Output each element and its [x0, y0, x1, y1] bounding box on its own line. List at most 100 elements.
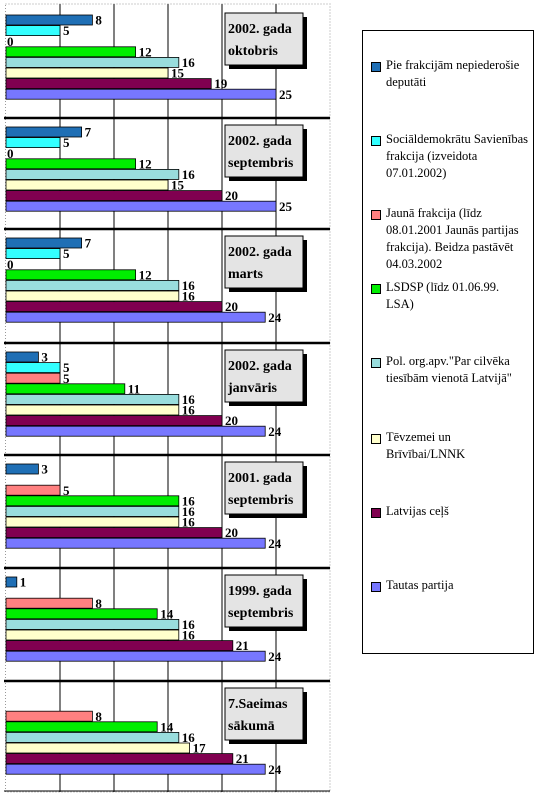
legend-label: Latvijas ceļš [386, 504, 449, 518]
bar [5, 516, 180, 528]
data-label: 16 [182, 55, 196, 70]
bar [5, 269, 137, 281]
period-label-line: oktobris [228, 44, 278, 59]
data-label: 5 [63, 23, 70, 38]
bar [5, 311, 266, 323]
legend-item: Pie frakcijām nepiederošie deputāti [371, 57, 529, 91]
period-label-box [224, 349, 304, 403]
bar [5, 721, 158, 733]
bar [5, 640, 234, 651]
data-label: 16 [182, 730, 196, 745]
period-label-box [224, 124, 304, 178]
bar [5, 279, 180, 291]
period-label-box [224, 235, 304, 289]
bar [5, 753, 234, 764]
data-label: 20 [225, 413, 238, 428]
bar [5, 742, 191, 754]
period-label-line: 2002. gada [228, 359, 292, 374]
legend-item: Tēvzemei un Brīvībai/LNNK [371, 429, 529, 463]
data-label: 24 [268, 649, 282, 664]
data-label: 0 [7, 146, 14, 161]
period-label-box [224, 687, 304, 741]
data-label: 16 [182, 504, 196, 519]
bar [5, 190, 223, 202]
data-label: 20 [225, 188, 238, 203]
data-label: 0 [7, 34, 14, 49]
period-label-line: 2002. gada [228, 245, 292, 260]
data-label: 16 [182, 289, 196, 304]
data-label: 16 [182, 515, 196, 530]
legend-item: Pol. org.apv."Par cilvēka tiesībām vieno… [371, 353, 529, 387]
legend-label: Jaunā frakcija (līdz 08.01.2001 Jaunās p… [386, 206, 519, 271]
period-label-line: 2002. gada [228, 22, 292, 37]
data-label: 5 [63, 371, 70, 386]
legend-swatch [371, 62, 381, 72]
bar [5, 78, 212, 89]
legend-item: Sociāldemokrātu Savienības frakcija (izv… [371, 131, 529, 182]
bar [5, 351, 39, 363]
bar [5, 200, 277, 212]
legend-item: LSDSP (līdz 01.06.99. LSA) [371, 279, 529, 313]
bar [5, 495, 180, 507]
data-label: 7 [85, 125, 92, 140]
period-label-line: septembris [228, 606, 294, 621]
bar [5, 425, 266, 437]
period-label-line: 2001. gada [228, 471, 292, 486]
data-label: 12 [139, 44, 152, 59]
legend-label: LSDSP (līdz 01.06.99. LSA) [386, 280, 500, 311]
period-label-line: janvāris [227, 381, 278, 396]
data-label: 24 [268, 310, 282, 325]
bar [5, 362, 61, 374]
legend-swatch [371, 358, 381, 368]
data-label: 7 [85, 236, 92, 251]
data-label: 16 [182, 392, 196, 407]
data-label: 3 [41, 462, 48, 477]
bar [5, 14, 93, 26]
bar [5, 372, 61, 384]
data-label: 14 [160, 606, 174, 621]
bar [5, 415, 223, 427]
bar [5, 537, 266, 549]
bar [5, 404, 180, 416]
legend-item: Tautas partija [371, 577, 529, 594]
bar [5, 248, 61, 260]
bar [5, 301, 223, 313]
bar [5, 46, 137, 58]
bar [5, 393, 180, 405]
bar [5, 629, 180, 641]
data-label: 16 [182, 167, 196, 182]
data-label: 20 [225, 299, 238, 314]
period-label-line: sākumā [228, 719, 275, 734]
legend-swatch [371, 210, 381, 220]
bar [5, 383, 126, 395]
bar [5, 168, 180, 180]
legend-label: Pol. org.apv."Par cilvēka tiesībām vieno… [386, 354, 512, 385]
data-label: 14 [160, 719, 174, 734]
period-label-line: 2002. gada [228, 134, 292, 149]
data-label: 15 [171, 66, 185, 81]
period-label-line: 1999. gada [228, 584, 292, 599]
bar [5, 710, 93, 722]
bar [5, 67, 169, 79]
bar [5, 158, 137, 170]
period-label-box [224, 12, 304, 66]
legend-label: Pie frakcijām nepiederošie deputāti [386, 58, 520, 89]
data-label: 21 [236, 638, 249, 653]
period-label-line: 7.Saeimas [228, 697, 288, 712]
legend-swatch [371, 434, 381, 444]
data-label: 25 [279, 199, 293, 214]
legend-swatch [371, 136, 381, 146]
legend-swatch [371, 508, 381, 518]
data-label: 17 [193, 741, 207, 756]
data-label: 5 [63, 483, 70, 498]
data-label: 12 [139, 156, 152, 171]
bar [5, 290, 180, 302]
bar [5, 576, 18, 588]
data-label: 12 [139, 267, 152, 282]
legend-label: Tautas partija [386, 578, 454, 592]
data-label: 16 [182, 403, 196, 418]
data-label: 20 [225, 525, 238, 540]
bar [5, 597, 93, 609]
data-label: 16 [182, 617, 196, 632]
